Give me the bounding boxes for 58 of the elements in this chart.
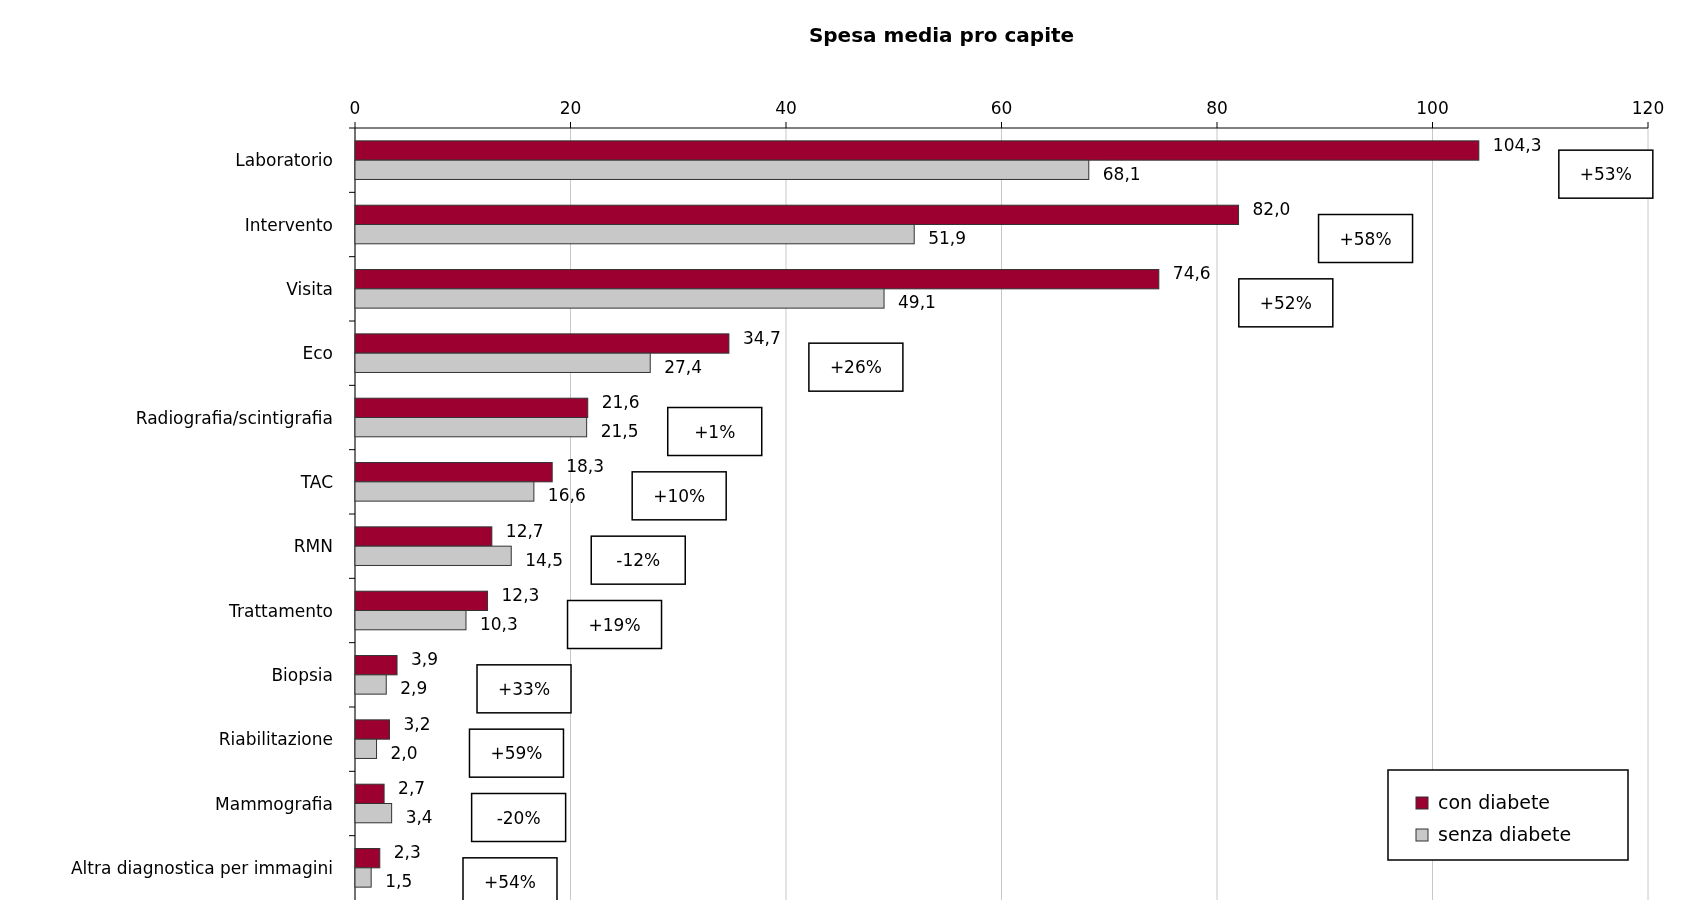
data-label: 2,3	[393, 842, 421, 863]
annotation: +59%	[490, 743, 543, 764]
data-label: 68,1	[1102, 163, 1141, 184]
data-label: 34,7	[742, 327, 781, 348]
data-label: 21,5	[600, 421, 639, 442]
y-tick-label: Visita	[286, 278, 333, 299]
data-label: 12,7	[505, 520, 544, 541]
annotation: +58%	[1339, 228, 1392, 249]
y-tick-label: TAC	[299, 471, 333, 492]
y-tick-label: RMN	[293, 536, 333, 557]
annotation: +52%	[1259, 292, 1312, 313]
x-tick-label: 60	[990, 98, 1013, 118]
chart-title: Spesa media pro capite	[808, 23, 1075, 47]
x-tick-label: 0	[349, 98, 361, 118]
annotation: +1%	[694, 421, 736, 442]
y-tick-label: Intervento	[244, 214, 333, 235]
data-label: 74,6	[1172, 263, 1211, 284]
data-label: 16,6	[547, 485, 586, 506]
y-tick-label: Eco	[302, 343, 333, 364]
data-label: 2,7	[398, 777, 426, 798]
y-tick-label: Altra diagnostica per immagini	[70, 857, 333, 878]
x-tick-label: 120	[1631, 98, 1665, 118]
data-label: 51,9	[928, 228, 967, 249]
annotation: +54%	[483, 871, 537, 892]
data-label: 21,6	[601, 391, 640, 412]
data-label: 104,3	[1492, 134, 1542, 155]
data-label: 10,3	[479, 614, 518, 635]
data-label: 1,5	[385, 871, 413, 892]
y-tick-label: Biopsia	[271, 664, 333, 685]
y-tick-label: Laboratorio	[235, 150, 333, 171]
annotation: +10%	[653, 485, 706, 506]
data-label: 12,3	[501, 584, 540, 605]
x-tick-label: 80	[1206, 98, 1228, 118]
x-tick-label: 100	[1416, 98, 1449, 118]
data-label: 49,1	[898, 292, 936, 313]
x-tick-label: 40	[775, 98, 797, 118]
y-tick-label: Trattamento	[228, 600, 333, 621]
data-label: 3,9	[411, 649, 439, 670]
data-label: 82,0	[1252, 198, 1291, 219]
y-tick-label: Radiografia/scintigrafia	[135, 407, 333, 428]
data-label: 27,4	[664, 356, 703, 377]
data-label: 18,3	[566, 456, 605, 477]
data-label: 14,5	[525, 549, 564, 570]
legend-label: con diabete	[1438, 791, 1551, 813]
annotation: -12%	[616, 550, 661, 571]
data-label: 2,0	[390, 742, 418, 763]
y-tick-label: Mammografia	[215, 793, 333, 814]
annotation: +33%	[498, 678, 551, 699]
annotation: +26%	[829, 357, 882, 378]
legend-label: senza diabete	[1438, 823, 1572, 845]
x-tick-label: 20	[559, 98, 582, 118]
data-label: 3,4	[405, 807, 433, 828]
data-label: 3,2	[403, 713, 431, 734]
annotation: +19%	[588, 614, 641, 635]
y-tick-label: Riabilitazione	[218, 729, 333, 750]
data-label: 2,9	[400, 678, 428, 699]
annotation: -20%	[496, 807, 541, 828]
annotation: +53%	[1579, 164, 1632, 185]
